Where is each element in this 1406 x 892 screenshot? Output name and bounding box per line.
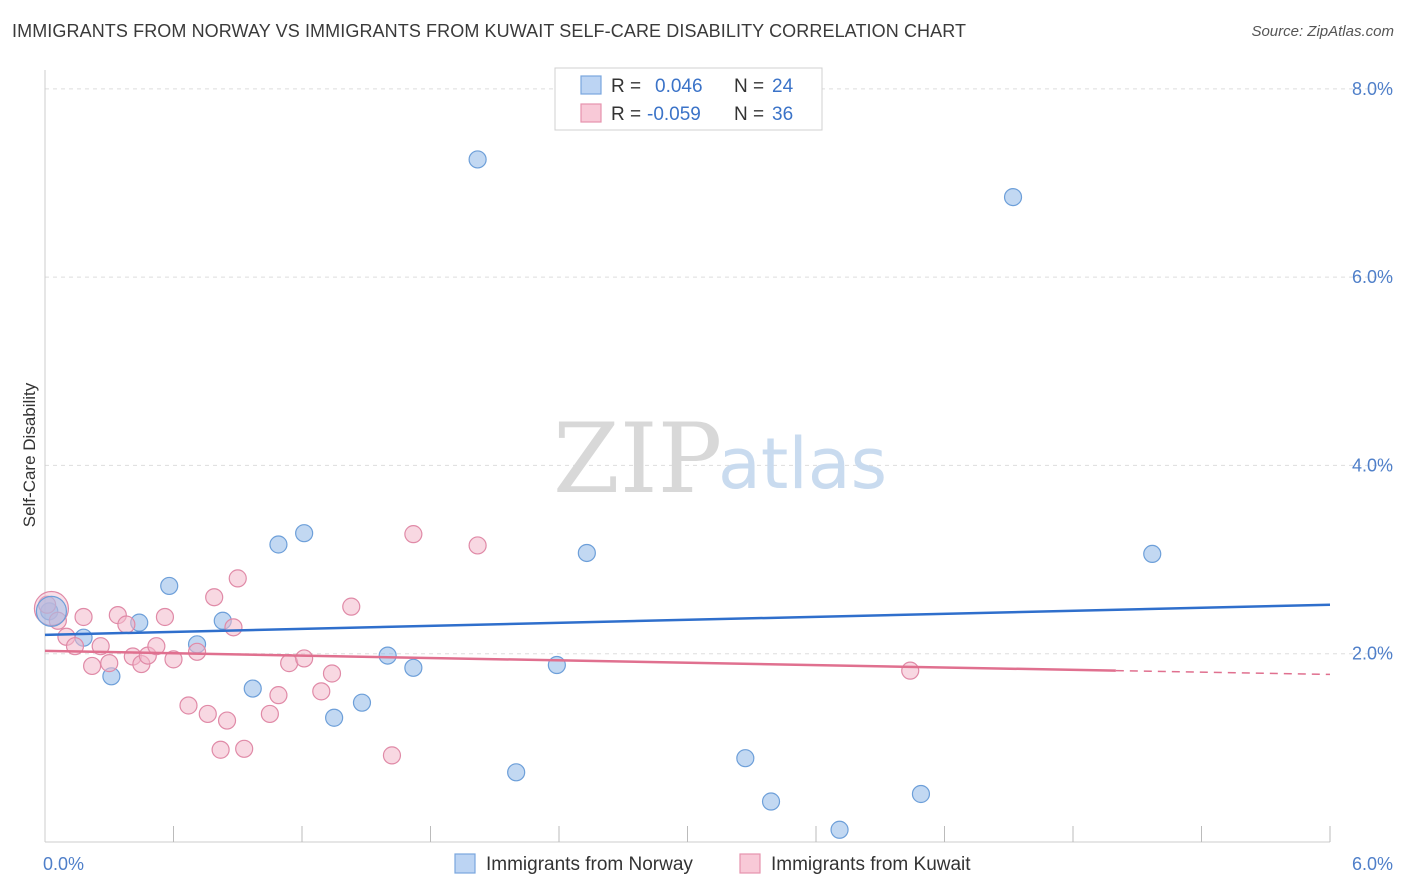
trend-line-dashed-s1: [1115, 669, 1331, 676]
legend-n-label-norway: N =: [734, 76, 764, 97]
point-s0-19: [761, 792, 781, 811]
source-label: Source: ZipAtlas.com: [1251, 23, 1394, 40]
point-s0-10: [325, 708, 344, 727]
point-s1-17: [187, 642, 207, 661]
point-s1-30: [322, 664, 342, 683]
point-s1-33: [404, 525, 423, 544]
point-s1-35: [901, 661, 920, 680]
x-tick-labels: 0.0% 6.0%: [43, 854, 1393, 874]
point-s1-32: [382, 746, 402, 765]
point-s0-13: [404, 658, 423, 677]
legend-swatch-kuwait: [580, 103, 602, 123]
point-s1-6: [91, 637, 110, 656]
point-s0-4: [160, 576, 179, 596]
point-s1-28: [295, 649, 314, 668]
y-tick-label-2: 6.0%: [1352, 267, 1393, 287]
y-tick-label-0: 2.0%: [1352, 644, 1393, 664]
point-s0-15: [507, 763, 526, 782]
point-s0-18: [736, 749, 755, 768]
point-s0-9: [295, 524, 314, 543]
point-s0-12: [378, 646, 397, 665]
point-s1-34: [468, 536, 487, 555]
point-s0-8: [269, 535, 288, 554]
x-tick-label-start: 0.0%: [43, 854, 84, 874]
legend-n-label-kuwait: N =: [734, 104, 764, 125]
legend-n-value-kuwait: 36: [772, 104, 793, 125]
point-s0-21: [911, 784, 931, 804]
point-s1-16: [179, 696, 198, 715]
point-s1-4: [74, 607, 93, 627]
x-tick-label-end: 6.0%: [1352, 854, 1393, 874]
point-s1-31: [342, 597, 361, 616]
point-s1-15: [164, 650, 183, 669]
point-s1-18: [198, 704, 217, 724]
watermark: ZIP atlas: [553, 403, 887, 515]
x-ticks: [173, 826, 1331, 842]
point-s1-13: [147, 637, 166, 656]
series-legend-label-norway: Immigrants from Norway: [486, 854, 693, 875]
point-cluster-kuwait: [33, 590, 70, 627]
watermark-zip: ZIP: [553, 403, 722, 515]
series-legend-swatch-norway: [454, 853, 476, 874]
legend-r-label-kuwait: R =: [611, 104, 641, 125]
legend-swatch-norway: [580, 75, 602, 95]
point-s1-22: [224, 618, 243, 637]
point-s1-9: [117, 615, 136, 634]
point-s0-7: [243, 679, 262, 698]
point-s1-20: [211, 740, 230, 759]
correlation-legend: R = 0.046 N = 24 R = -0.059 N = 36: [554, 67, 823, 131]
point-s0-17: [577, 543, 596, 563]
point-s1-26: [269, 686, 288, 705]
y-tick-label-3: 8.0%: [1352, 79, 1393, 99]
gridlines: [45, 88, 1392, 655]
series-legend-label-kuwait: Immigrants from Kuwait: [771, 854, 971, 875]
point-s1-19: [205, 588, 224, 607]
point-s1-21: [217, 711, 237, 730]
point-s1-14: [155, 607, 175, 627]
point-s1-27: [280, 654, 299, 673]
point-s0-22: [1003, 187, 1023, 207]
watermark-atlas: atlas: [718, 423, 887, 505]
point-s1-5: [83, 656, 102, 676]
point-s1-29: [312, 682, 331, 701]
legend-n-value-norway: 24: [772, 76, 794, 97]
legend-r-label-norway: R =: [611, 76, 641, 97]
point-s1-24: [235, 739, 254, 758]
point-s0-20: [830, 820, 849, 839]
legend-r-value-norway: 0.046: [655, 76, 703, 97]
point-s1-23: [228, 569, 247, 588]
series-legend-swatch-kuwait: [739, 853, 761, 874]
point-s0-23: [1143, 544, 1162, 564]
point-s1-25: [260, 704, 279, 724]
trend-lines: [44, 603, 1331, 676]
y-tick-label-1: 4.0%: [1352, 455, 1393, 475]
series-legend: Immigrants from Norway Immigrants from K…: [454, 853, 971, 875]
point-cluster-norway: [35, 595, 68, 627]
point-s1-7: [100, 654, 119, 673]
legend-r-value-kuwait: -0.059: [647, 104, 701, 125]
series-1-points: [38, 525, 920, 765]
y-tick-labels: 2.0% 4.0% 6.0% 8.0%: [1352, 79, 1393, 664]
point-s0-14: [468, 150, 487, 169]
point-s0-11: [352, 693, 372, 712]
trend-line-s0: [44, 603, 1331, 637]
chart-title: IMMIGRANTS FROM NORWAY VS IMMIGRANTS FRO…: [12, 21, 967, 41]
point-s1-0: [38, 595, 57, 614]
y-axis-title: Self-Care Disability: [20, 382, 39, 527]
trend-line-s1: [44, 649, 1116, 672]
